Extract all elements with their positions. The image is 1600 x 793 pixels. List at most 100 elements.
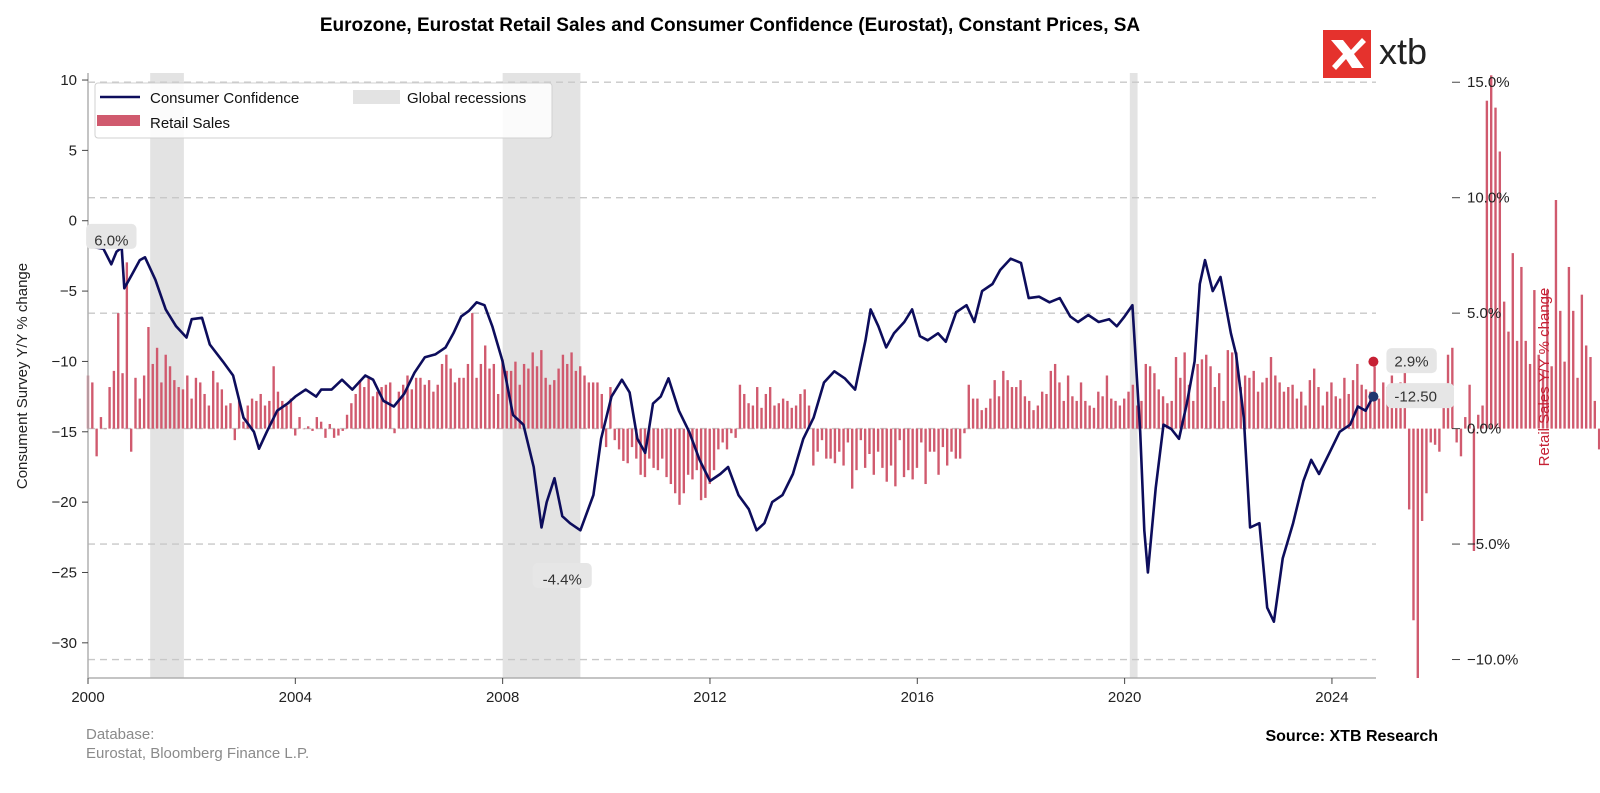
retail-sales-bar [708,428,711,485]
retail-sales-bar [1325,391,1329,429]
retail-sales-bar [181,389,185,429]
retail-sales-bar [505,370,508,429]
recession-band-2 [1129,73,1138,678]
legend-label-retail-sales: Retail Sales [150,115,230,132]
retail-sales-bar [1222,400,1225,429]
retail-sales-bar [1321,405,1324,429]
retail-sales-bar [842,428,845,466]
retail-sales-bar [1597,428,1600,450]
retail-sales-bar [1209,366,1212,429]
retail-sales-bar [134,377,137,429]
retail-sales-bar [1066,375,1070,429]
retail-sales-bar [384,384,388,429]
x-tick-label: 2016 [901,689,934,706]
retail-sales-bar [112,370,116,429]
retail-sales-bar [743,393,746,429]
retail-sales-bar [1049,370,1052,429]
retail-sales-bar [104,428,107,430]
retail-sales-bar [617,428,621,450]
retail-sales-bar [600,393,603,429]
retail-sales-bar [453,382,457,429]
retail-sales-bar [207,405,211,429]
retail-sales-bar [851,428,854,489]
retail-sales-bar [881,428,884,468]
retail-sales-bar [937,428,940,475]
retail-sales-bar [635,428,638,459]
retail-sales-bar [1028,400,1031,429]
x-tick-label: 2020 [1108,689,1141,706]
x-tick-label: 2024 [1315,689,1348,706]
retail-sales-bar [458,377,461,429]
retail-sales-bar [557,368,560,429]
retail-sales-bar [786,400,789,429]
retail-sales-bar [1101,396,1104,429]
end-marker-box [1386,383,1455,409]
footer-database-label: Database: [86,726,154,743]
retail-sales-bar [885,428,888,482]
end-marker-box [1386,348,1437,374]
retail-sales-bar [155,347,159,429]
retail-sales-bar [920,428,923,443]
retail-sales-bar [1559,310,1562,429]
retail-sales-bar [1127,391,1130,429]
retail-sales-bar [203,393,206,429]
retail-sales-bar [142,375,146,429]
retail-sales-bar [574,370,578,429]
x-tick-label: 2004 [279,689,312,706]
recession-band-0 [150,73,184,678]
retail-sales-bar [1572,310,1575,429]
retail-sales-bar [311,428,314,431]
retail-sales-bar [216,382,219,429]
retail-sales-bar [1170,400,1173,429]
retail-sales-bar [1502,301,1506,429]
retail-sales-bar [337,428,340,436]
retail-sales-bar [1507,331,1510,429]
retail-sales-bar [423,384,426,429]
retail-sales-bar [1213,387,1217,429]
retail-sales-bar [1442,400,1445,429]
retail-sales-bar [1192,400,1195,429]
retail-sales-bar [514,361,517,429]
retail-sales-bar [760,407,763,429]
retail-sales-bar [1144,363,1147,429]
retail-sales-bar [129,428,133,452]
retail-sales-bar [915,428,919,468]
retail-sales-bar [570,352,573,429]
right-tick-label: −5.0% [1467,536,1510,553]
x-axis-ticks: 2000 2004 2008 2012 2016 2020 2024 [71,678,1349,706]
retail-sales-bar [678,428,681,505]
retail-sales-bar [1300,391,1303,429]
retail-sales-bar [99,417,103,429]
left-tick-label: −20 [52,494,77,511]
retail-sales-bar [1019,380,1022,429]
retail-sales-bar [272,366,275,429]
retail-sales-bar [756,387,759,429]
right-tick-label: 5.0% [1467,305,1501,322]
retail-sales-bar [889,428,893,466]
retail-sales-bar [1071,396,1074,429]
retail-sales-bar [1230,352,1234,429]
retail-sales-bar [1118,405,1122,429]
left-axis-ticks: 10 5 0 −5 −10 −15 −20 −25 −30 [52,72,88,652]
retail-sales-bar [1174,357,1178,429]
left-tick-label: −15 [52,424,77,441]
retail-sales-bar [1490,75,1493,429]
retail-sales-bar [479,363,483,429]
retail-sales-bar [648,428,651,459]
right-tick-label: 15.0% [1467,74,1510,91]
retail-sales-bar [1131,384,1135,429]
retail-sales-bar [1481,405,1484,429]
retail-sales-bar [1105,375,1109,429]
retail-sales-bar [911,428,914,480]
retail-sales-bar [1338,398,1342,429]
retail-sales-bar [164,354,167,429]
retail-sales-bar [259,393,262,429]
retail-sales-bar [354,393,357,429]
retail-sales-bar [1053,363,1057,429]
retail-sales-bar [898,428,901,441]
retail-sales-bar [1589,357,1592,429]
retail-sales-bar [350,403,353,429]
retail-sales-bar [1058,382,1061,429]
retail-sales-bar [1183,352,1186,429]
retail-sales-bar [976,398,979,429]
